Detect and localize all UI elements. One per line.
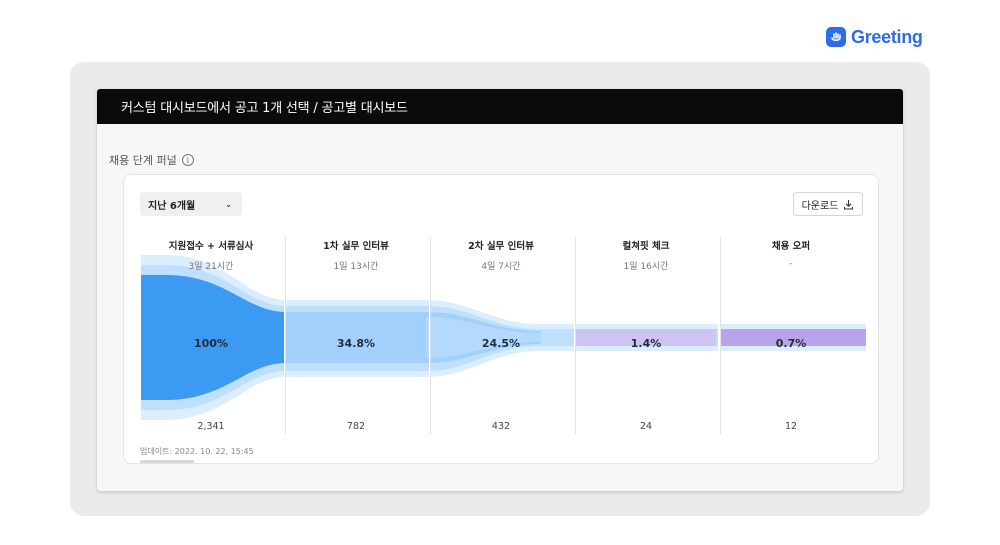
period-select-value: 지난 6개월 (148, 200, 196, 212)
stage-duration: 3일 21시간 (188, 262, 234, 272)
stage-percent: 24.5% (481, 337, 521, 350)
funnel-chart (141, 255, 866, 420)
stage-count: 24 (639, 421, 653, 432)
stage-percent: 1.4% (630, 337, 662, 350)
stage-name: 1차 실무 인터뷰 (323, 241, 389, 252)
stage-count: 782 (346, 421, 366, 432)
download-button[interactable]: 다운로드 (793, 192, 863, 216)
stage-divider (430, 237, 431, 434)
stage-divider (285, 237, 286, 434)
stage-duration: 1일 13시간 (333, 262, 379, 272)
brand-logo: Greeting (826, 26, 923, 48)
chevron-down-icon: ⌄ (225, 199, 232, 209)
brand-name: Greeting (851, 26, 923, 47)
period-select[interactable]: 지난 6개월 ⌄ (140, 192, 242, 216)
stage-divider (720, 237, 721, 434)
stage-percent: 34.8% (336, 337, 376, 350)
stage-percent: 0.7% (775, 337, 807, 350)
stage-percent: 100% (194, 337, 228, 350)
stage-duration: - (789, 259, 793, 269)
funnel-gap-4 (718, 255, 720, 420)
info-icon[interactable]: i (181, 154, 194, 166)
stage-name: 컬쳐핏 체크 (622, 241, 670, 252)
funnel-title: 채용 단계 퍼널 (109, 154, 177, 167)
stage-name: 2차 실무 인터뷰 (468, 241, 534, 252)
download-icon (844, 199, 854, 210)
greeting-logo-icon (826, 27, 846, 47)
stage-divider (575, 237, 576, 434)
stage-count: 2,341 (197, 421, 225, 432)
stage-duration: 4일 7시간 (481, 262, 521, 272)
funnel-band-stage3 (426, 317, 541, 358)
dashboard-window: 커스텀 대시보드에서 공고 1개 선택 / 공고별 대시보드 채용 단계 퍼널 … (97, 89, 903, 491)
stage-count: 12 (784, 421, 798, 432)
funnel-card: 지난 6개월 ⌄ 다운로드 지원접수 + 서류심사 1차 실무 (123, 174, 879, 464)
download-label: 다운로드 (801, 200, 839, 212)
funnel-band-stage4 (574, 329, 716, 346)
stage-duration: 1일 16시간 (623, 262, 669, 272)
stage-name: 지원접수 + 서류심사 (168, 241, 254, 252)
updated-timestamp: 업데이트: 2022. 10. 22, 15:45 (140, 447, 254, 456)
section-title: 채용 단계 퍼널 i (109, 152, 194, 168)
funnel-band-stage5 (719, 329, 866, 346)
stage-count: 432 (491, 421, 511, 432)
window-title: 커스텀 대시보드에서 공고 1개 선택 / 공고별 대시보드 (97, 89, 903, 124)
stage-name: 채용 오퍼 (771, 241, 811, 252)
funnel-band-stage1 (141, 275, 286, 400)
horizontal-scrollbar[interactable] (140, 460, 194, 463)
